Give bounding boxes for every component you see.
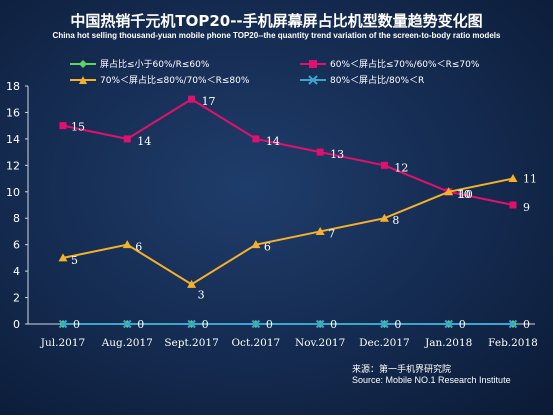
data-label: 15 — [71, 121, 85, 134]
source-line-en: Source: Mobile NO.1 Research Institute — [352, 375, 511, 385]
data-label: 6 — [135, 241, 142, 254]
data-point — [251, 319, 261, 329]
chart-subtitle: China hot selling thousand-yuan mobile p… — [52, 31, 501, 40]
series-line — [62, 177, 514, 286]
data-point — [188, 95, 196, 103]
data-label: 10 — [459, 188, 473, 201]
data-point — [58, 253, 68, 262]
x-tick-label: Jul.2017 — [40, 337, 85, 349]
legend-label: 60%＜屏占比≤70%/60%＜R≤70% — [330, 60, 480, 70]
data-label: 5 — [71, 254, 78, 267]
data-label: 8 — [392, 214, 399, 227]
data-label: 0 — [266, 318, 273, 331]
data-point — [315, 226, 325, 235]
data-label: 0 — [330, 318, 337, 331]
x-tick-label: Jan.2018 — [424, 337, 472, 349]
data-point — [444, 187, 454, 196]
y-tick-label: 0 — [13, 318, 20, 331]
data-point — [508, 319, 518, 329]
y-tick-label: 2 — [13, 292, 20, 305]
data-label: 13 — [330, 148, 344, 161]
data-label: 0 — [137, 318, 144, 331]
data-point — [508, 174, 518, 183]
y-tick-label: 16 — [6, 106, 20, 119]
legend-item-r-gt-80: 80%＜屏占比/80%＜R — [300, 73, 424, 86]
data-label: 0 — [523, 318, 530, 331]
y-tick-label: 10 — [6, 186, 20, 199]
chart-title: 中国热销千元机TOP20--手机屏幕屏占比机型数量趋势变化图 — [70, 12, 483, 30]
source-line-cn: 来源：第一手机界研究院 — [352, 364, 452, 374]
data-point — [123, 319, 132, 329]
y-tick-label: 18 — [6, 80, 20, 93]
data-label: 14 — [266, 135, 280, 148]
y-tick-label: 14 — [6, 133, 20, 146]
legend-label: 80%＜屏占比/80%＜R — [330, 76, 425, 86]
data-point — [187, 279, 197, 288]
legend-item-r-le-60: 屏占比≤小于60%/R≤60% — [70, 57, 209, 70]
data-label: 7 — [328, 227, 335, 240]
data-point — [444, 319, 453, 329]
data-point — [58, 319, 68, 329]
x-tick-label: Sept.2017 — [164, 337, 218, 349]
data-label: 17 — [202, 95, 216, 108]
data-point — [316, 148, 324, 156]
data-label: 10 — [457, 188, 471, 201]
y-tick-label: 4 — [13, 265, 20, 278]
data-point — [380, 319, 389, 329]
data-label: 9 — [523, 201, 530, 214]
data-point — [251, 240, 261, 249]
data-label: 14 — [137, 135, 151, 148]
legend-label: 70%＜屏占比≤80%/70%＜R≤80% — [100, 76, 250, 86]
x-tick-label: Nov.2017 — [295, 337, 345, 349]
data-label: 0 — [394, 318, 401, 331]
data-point — [123, 135, 131, 143]
legend-item-r-70-80: 70%＜屏占比≤80%/70%＜R≤80% — [70, 73, 249, 86]
data-label: 0 — [202, 318, 209, 331]
data-label: 6 — [264, 241, 271, 254]
x-tick-label: Aug.2017 — [101, 337, 153, 349]
data-point — [252, 135, 260, 143]
legend-swatch-square-icon — [300, 59, 326, 68]
legend-swatch-triangle-icon — [70, 75, 96, 84]
data-point — [380, 161, 388, 169]
data-point — [315, 319, 325, 329]
y-tick-label: 8 — [13, 212, 20, 225]
data-label: 12 — [394, 161, 408, 174]
data-point — [187, 319, 196, 329]
data-point — [59, 122, 67, 130]
legend-item-r-60-70: 60%＜屏占比≤70%/60%＜R≤70% — [300, 57, 479, 70]
legend-label: 屏占比≤小于60%/R≤60% — [100, 60, 210, 70]
y-tick-label: 12 — [6, 159, 20, 172]
data-label: 0 — [73, 318, 80, 331]
x-tick-label: Oct.2017 — [231, 337, 280, 349]
x-tick-label: Feb.2018 — [488, 337, 538, 349]
legend-swatch-x-icon — [300, 74, 326, 85]
y-tick-label: 6 — [13, 239, 20, 252]
data-label: 0 — [459, 318, 466, 331]
data-label: 11 — [523, 173, 537, 186]
legend-swatch-diamond-icon — [70, 59, 96, 68]
data-point — [122, 240, 132, 249]
series-line — [62, 98, 514, 206]
data-point — [509, 201, 517, 209]
data-label: 3 — [198, 288, 205, 301]
x-tick-label: Dec.2017 — [359, 337, 410, 349]
data-point — [379, 213, 389, 222]
